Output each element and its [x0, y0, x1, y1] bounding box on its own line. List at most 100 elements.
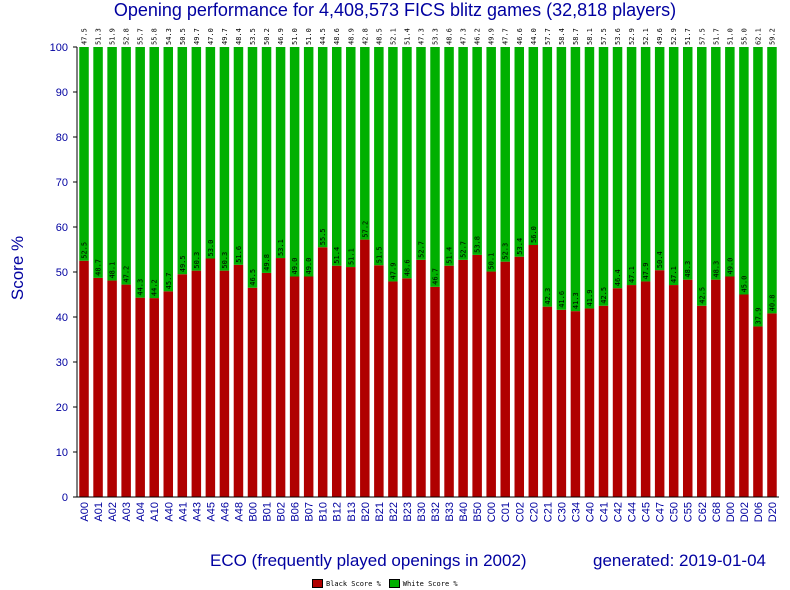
y-tick-label-30: 30	[56, 357, 68, 369]
value-label-black-B23: 48.6	[403, 259, 411, 276]
value-label-black-C20: 56.0	[530, 226, 538, 243]
value-label-white-B20: 42.8	[361, 28, 369, 45]
category-label-C55: C55	[683, 502, 695, 522]
value-label-white-B32: 53.3	[432, 28, 440, 45]
bar-white-A04	[135, 47, 145, 298]
x-axis-label: ECO (frequently played openings in 2002)	[210, 551, 527, 570]
generated-date: generated: 2019-01-04	[593, 551, 766, 570]
value-label-black-A04: 44.3	[137, 279, 145, 296]
category-label-C01: C01	[500, 502, 512, 522]
bar-black-B01	[261, 272, 272, 497]
bar-black-B06	[289, 276, 300, 497]
value-label-black-C62: 42.5	[698, 287, 706, 304]
value-label-black-D20: 40.8	[768, 295, 776, 312]
category-label-A00: A00	[79, 502, 91, 522]
legend-item-black: Black Score %	[312, 579, 381, 588]
bar-white-A40	[163, 47, 174, 292]
category-label-C45: C45	[641, 502, 653, 522]
bar-black-C42	[612, 288, 623, 497]
value-label-black-A43: 50.3	[193, 252, 201, 269]
value-label-black-C68: 48.3	[712, 261, 720, 278]
bar-white-D06	[753, 47, 763, 327]
value-label-white-A46: 49.7	[221, 28, 229, 45]
bar-white-B02	[275, 47, 286, 259]
bar-white-B21	[374, 47, 384, 266]
bar-black-B10	[317, 247, 328, 497]
bar-black-C02	[514, 256, 525, 497]
value-label-black-D06: 37.9	[754, 308, 762, 325]
bar-black-C30	[556, 309, 567, 497]
value-label-white-A43: 49.7	[193, 28, 201, 45]
category-label-B32: B32	[430, 502, 442, 522]
category-label-A43: A43	[191, 502, 203, 522]
bar-white-A02	[107, 47, 117, 281]
bar-black-A41	[177, 274, 188, 497]
bar-white-B01	[261, 47, 272, 273]
bar-black-B13	[346, 267, 356, 497]
value-label-white-A03: 52.8	[123, 28, 131, 45]
bar-black-B12	[331, 265, 342, 497]
category-label-C40: C40	[584, 502, 596, 522]
value-label-black-B22: 47.9	[389, 263, 397, 280]
value-label-black-B30: 52.7	[417, 241, 425, 258]
value-label-black-B01: 49.8	[263, 254, 271, 271]
category-label-C00: C00	[486, 502, 498, 522]
bar-black-A10	[149, 298, 159, 497]
category-label-B22: B22	[388, 502, 400, 522]
value-label-white-C68: 51.7	[712, 28, 720, 45]
value-label-white-A41: 50.5	[179, 28, 187, 45]
bar-black-D00	[725, 276, 735, 497]
value-label-black-C02: 53.4	[516, 238, 524, 255]
y-tick-label-60: 60	[56, 222, 68, 234]
value-label-white-B01: 50.2	[263, 28, 271, 45]
bar-black-A01	[93, 277, 103, 497]
bar-white-B30	[416, 47, 426, 260]
bar-black-C41	[598, 305, 609, 497]
bar-black-B30	[416, 259, 426, 497]
value-label-white-B30: 47.3	[417, 28, 425, 45]
bar-black-C34	[570, 311, 581, 497]
value-labels-group: 52.5 47.5 48.7 51.3 48.1 51.9 47.2 52.8 44.3 55.7…	[81, 28, 777, 324]
value-label-black-C50: 47.1	[670, 266, 678, 283]
value-label-white-B07: 51.0	[305, 28, 313, 45]
value-label-white-B33: 48.6	[446, 28, 454, 45]
bar-black-B07	[303, 276, 314, 497]
bar-white-D00	[725, 47, 735, 277]
bar-black-C68	[711, 279, 721, 497]
category-label-A41: A41	[177, 502, 189, 522]
bar-white-A45	[205, 47, 216, 259]
category-label-D20: D20	[767, 502, 779, 522]
value-label-white-A40: 54.3	[165, 28, 173, 45]
value-label-black-B06: 49.0	[291, 258, 299, 275]
value-label-white-C42: 53.6	[614, 28, 622, 45]
bar-black-B20	[360, 239, 370, 497]
chart-title: Opening performance for 4,408,573 FICS b…	[113, 0, 677, 20]
bar-black-C44	[626, 285, 637, 497]
value-label-white-A45: 47.0	[207, 28, 215, 45]
bar-white-B12	[331, 47, 342, 266]
category-label-B01: B01	[262, 502, 274, 522]
category-label-D02: D02	[739, 502, 751, 522]
category-label-B23: B23	[402, 502, 414, 522]
category-label-B30: B30	[416, 502, 428, 522]
category-label-B10: B10	[318, 502, 330, 522]
y-tick-label-0: 0	[62, 492, 68, 504]
category-label-A45: A45	[205, 502, 217, 522]
y-tick-label-20: 20	[56, 402, 68, 414]
bar-black-A40	[163, 291, 174, 497]
category-label-C41: C41	[599, 502, 611, 522]
bar-white-B13	[346, 47, 356, 268]
value-label-black-C01: 52.3	[502, 243, 510, 260]
y-tick-label-80: 80	[56, 132, 68, 144]
bar-white-C21	[542, 47, 553, 307]
bar-black-B32	[430, 286, 440, 497]
bar-white-A01	[93, 47, 103, 278]
value-label-black-B00: 46.5	[249, 269, 257, 286]
value-label-black-C47: 50.4	[656, 251, 664, 268]
bar-black-B40	[458, 259, 468, 497]
bar-white-A43	[191, 47, 202, 271]
value-label-white-C34: 58.7	[572, 28, 580, 45]
category-label-B50: B50	[472, 502, 484, 522]
value-label-white-B40: 47.3	[460, 28, 468, 45]
